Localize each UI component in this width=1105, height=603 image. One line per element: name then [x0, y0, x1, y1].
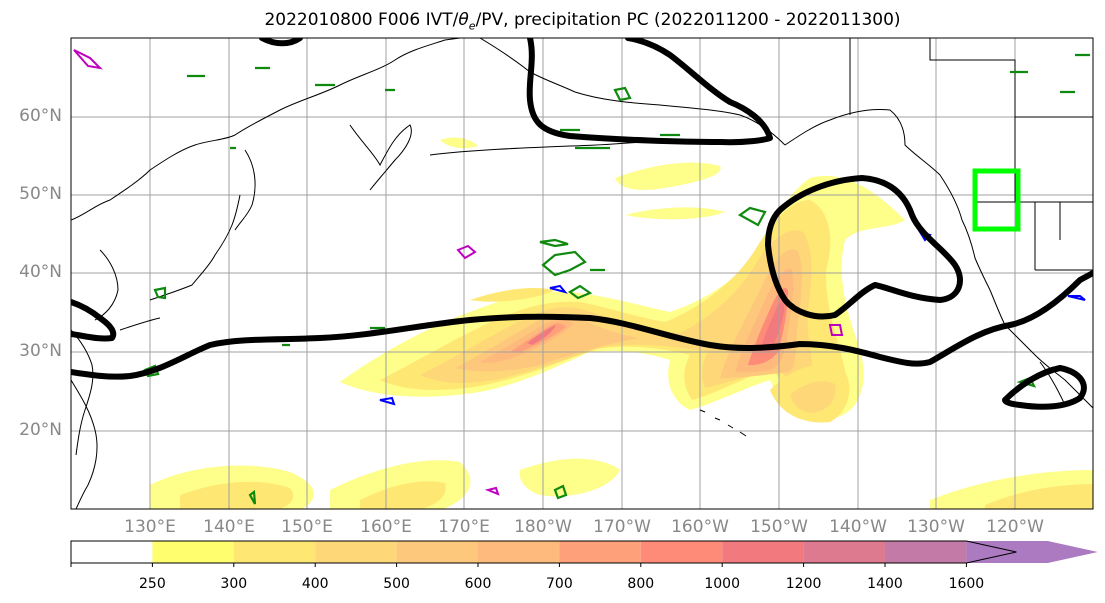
lat-label-60: 60°N — [19, 106, 62, 126]
coast-sakhalin — [234, 149, 256, 231]
contour-main — [71, 270, 1093, 380]
lon-label-120w: 120°W — [986, 517, 1044, 537]
colorbar-segment — [803, 541, 885, 563]
colorbar-segment — [152, 541, 234, 563]
contour-ridge — [765, 175, 963, 320]
coast-asia — [71, 38, 461, 221]
coast-japan — [149, 194, 241, 301]
coast-korea — [94, 249, 119, 321]
colorbar-tick-label: 700 — [546, 576, 573, 592]
coast-japan-south — [119, 317, 161, 331]
contour-kam — [259, 38, 303, 47]
contour-mex — [1002, 365, 1087, 410]
colorbar-segment — [315, 541, 397, 563]
lon-label-170w: 170°W — [593, 517, 651, 537]
title-rest: /PV, precipitation PC (2022011200 - 2022… — [475, 10, 901, 30]
coast-china — [71, 329, 94, 456]
coast-alaska2 — [784, 109, 963, 221]
ivt-patch-north — [615, 162, 721, 190]
colorbar-tick-label: 800 — [627, 576, 655, 592]
title-theta: θ — [458, 10, 469, 30]
colorbar-tick-label: 1400 — [867, 576, 903, 592]
ivt-south-band4 — [360, 481, 446, 509]
colorbar-tick-label: 600 — [464, 576, 492, 592]
colorbar-outline — [70, 540, 1017, 564]
colorbar-segment — [640, 541, 723, 563]
contour-alaska — [526, 38, 773, 146]
coast-kamchatka — [349, 124, 412, 191]
colorbar-segment — [71, 541, 153, 563]
colorbar-tick-label: 1600 — [948, 576, 985, 592]
target-region-box — [972, 168, 1021, 232]
ivt-south-band5 — [519, 458, 620, 497]
colorbar-tick-label: 300 — [220, 576, 248, 592]
lon-label-140e: 140°E — [203, 517, 255, 537]
colorbar-segment — [885, 541, 967, 563]
lon-label-130w: 130°W — [907, 517, 965, 537]
lon-label-170e: 170°E — [438, 517, 490, 537]
ivt-shading — [150, 137, 1093, 509]
ivt-patch-mid — [470, 288, 555, 302]
map-border — [70, 37, 1094, 510]
colorbar-tick-label: 1200 — [785, 576, 822, 592]
colorbar-segment — [478, 541, 560, 563]
geopotential-contours — [71, 38, 1093, 410]
title-main: 2022010800 F006 IVT/ — [264, 10, 459, 30]
ivt-south-band7 — [985, 484, 1093, 509]
colorbar-segment-extend — [966, 541, 1098, 563]
lon-label-130e: 130°E — [124, 517, 176, 537]
lon-label-140w: 140°W — [829, 517, 887, 537]
lon-label-160w: 160°W — [671, 517, 729, 537]
colorbar — [70, 540, 1098, 567]
colorbar-tick-label: 400 — [301, 576, 329, 592]
ivt-south-band2 — [180, 481, 294, 509]
colorbar-segment — [559, 541, 641, 563]
lon-label-150e: 150°E — [281, 517, 333, 537]
lat-label-30: 30°N — [19, 341, 62, 361]
figure-title: 2022010800 F006 IVT/θe/PV, precipitation… — [0, 10, 1105, 32]
ivt-band-800 — [527, 325, 556, 345]
colorbar-segment — [233, 541, 316, 563]
colorbar-segment — [396, 541, 478, 563]
colorbar-tick-label: 500 — [383, 576, 410, 592]
ivt-patch-se2 — [790, 381, 836, 413]
lon-label-150w: 150°W — [750, 517, 808, 537]
lat-label-50: 50°N — [19, 184, 62, 204]
colorbar-tick-label: 250 — [139, 576, 166, 592]
lon-label-180w: 180°W — [514, 517, 572, 537]
title-theta-sub: e — [468, 19, 476, 33]
coast-china2 — [71, 379, 98, 509]
lat-label-20: 20°N — [19, 420, 62, 440]
ivt-band-1000b — [760, 302, 785, 350]
lat-label-40: 40°N — [19, 262, 62, 282]
border-canada — [929, 38, 1093, 118]
graticule — [71, 38, 1093, 509]
colorbar-segment — [722, 541, 804, 563]
colorbar-tick-label: 1000 — [704, 576, 741, 592]
lon-label-160e: 160°E — [360, 517, 412, 537]
coast-hawaii — [699, 409, 747, 437]
contour-japan — [71, 299, 117, 342]
coast-baja — [1039, 361, 1066, 406]
ivt-patch-alaska — [440, 137, 478, 149]
